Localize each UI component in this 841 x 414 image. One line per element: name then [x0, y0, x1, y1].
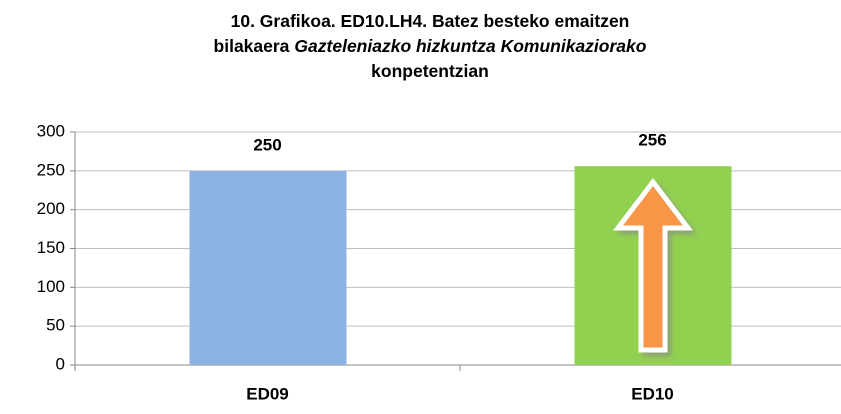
title-segment: konpetentzian	[371, 61, 489, 81]
title-segment: 10. Grafikoa. ED10.LH4. Batez besteko em…	[231, 11, 630, 31]
y-tick-label: 200	[37, 199, 65, 218]
title-segment: Gazteleniazko hizkuntza Komunikaziorako	[294, 36, 646, 56]
x-tick-label: ED09	[246, 384, 289, 403]
y-tick-label: 250	[37, 160, 65, 179]
chart-title: konpetentzian	[371, 61, 489, 81]
y-tick-label: 50	[46, 316, 65, 335]
arrow-decoration	[612, 177, 694, 353]
y-tick-label: 150	[37, 238, 65, 257]
y-tick-label: 0	[56, 354, 65, 373]
bar	[189, 170, 347, 365]
data-label: 250	[253, 135, 281, 154]
title-segment: bilakaera	[214, 36, 290, 56]
chart-title: 10. Grafikoa. ED10.LH4. Batez besteko em…	[231, 11, 630, 31]
data-label: 256	[638, 131, 666, 150]
y-tick-label: 100	[37, 277, 65, 296]
chart-title: bilakaera Gazteleniazko hizkuntza Komunik…	[214, 36, 647, 56]
x-tick-label: ED10	[631, 384, 674, 403]
y-tick-label: 300	[37, 121, 65, 140]
